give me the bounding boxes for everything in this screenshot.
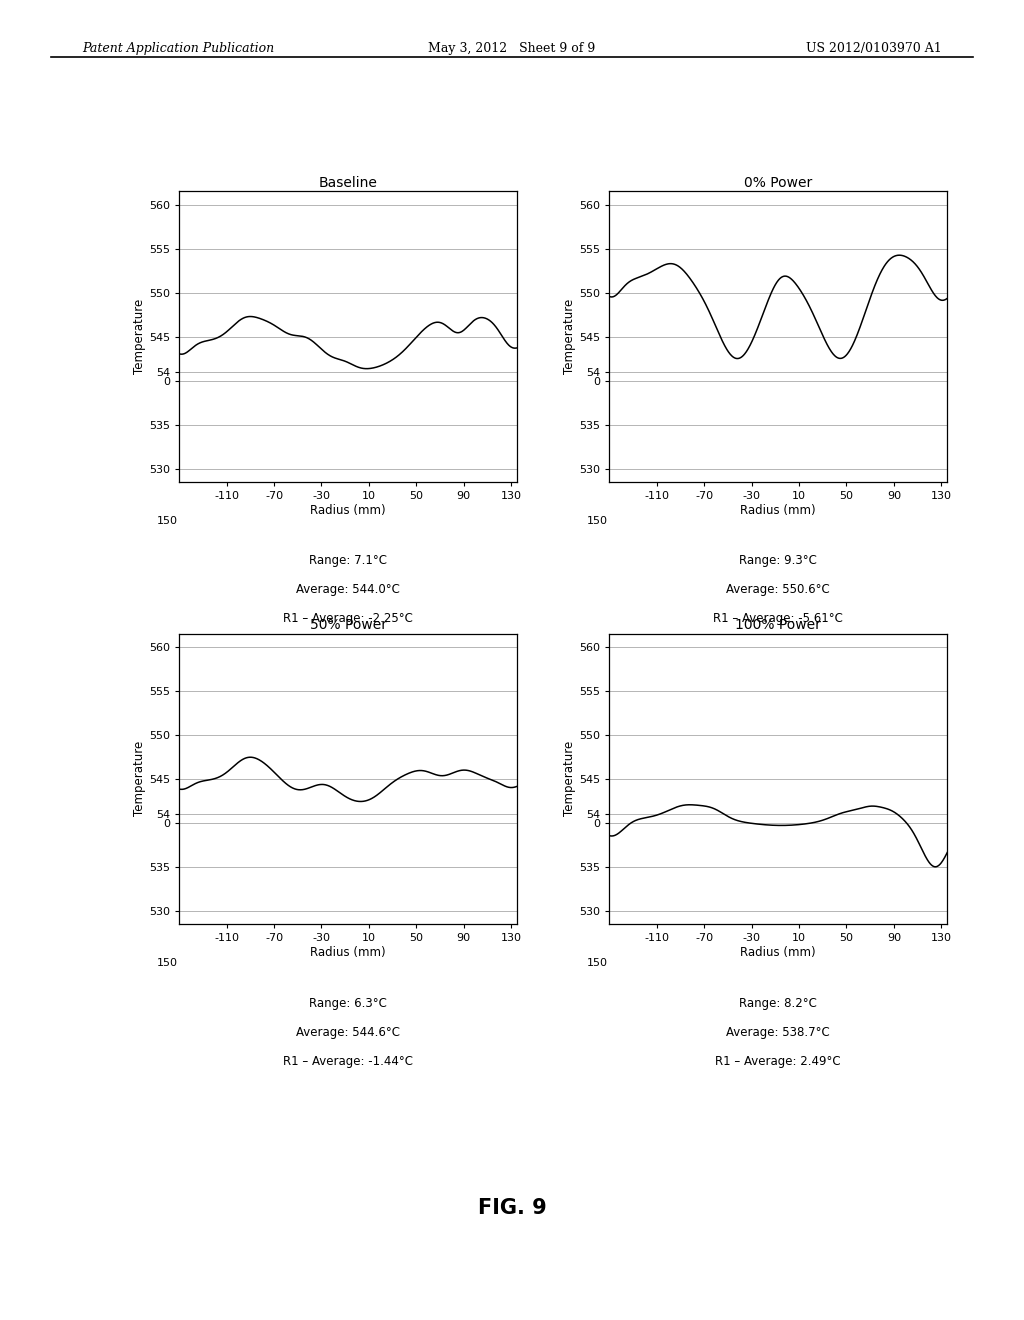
Text: Patent Application Publication: Patent Application Publication	[82, 42, 274, 55]
Text: Average: 538.7°C: Average: 538.7°C	[726, 1026, 830, 1039]
X-axis label: Radius (mm): Radius (mm)	[740, 946, 816, 958]
X-axis label: Radius (mm): Radius (mm)	[310, 946, 386, 958]
Y-axis label: Temperature: Temperature	[133, 741, 146, 817]
Text: Range: 8.2°C: Range: 8.2°C	[739, 997, 817, 1010]
X-axis label: Radius (mm): Radius (mm)	[310, 504, 386, 516]
Text: Average: 544.0°C: Average: 544.0°C	[296, 583, 400, 597]
Title: Baseline: Baseline	[318, 177, 378, 190]
Text: 150: 150	[157, 958, 177, 969]
Text: US 2012/0103970 A1: US 2012/0103970 A1	[806, 42, 942, 55]
Text: Average: 544.6°C: Average: 544.6°C	[296, 1026, 400, 1039]
Text: Range: 6.3°C: Range: 6.3°C	[309, 997, 387, 1010]
Y-axis label: Temperature: Temperature	[133, 298, 146, 375]
Text: Average: 550.6°C: Average: 550.6°C	[726, 583, 830, 597]
Title: 50% Power: 50% Power	[309, 619, 387, 632]
Text: 150: 150	[587, 958, 607, 969]
X-axis label: Radius (mm): Radius (mm)	[740, 504, 816, 516]
Text: 150: 150	[587, 516, 607, 527]
Text: 150: 150	[157, 516, 177, 527]
Y-axis label: Temperature: Temperature	[563, 298, 577, 375]
Y-axis label: Temperature: Temperature	[563, 741, 577, 817]
Text: R1 – Average: -1.44°C: R1 – Average: -1.44°C	[284, 1055, 413, 1068]
Text: R1 – Average: 2.49°C: R1 – Average: 2.49°C	[716, 1055, 841, 1068]
Text: R1 – Average: -2.25°C: R1 – Average: -2.25°C	[284, 612, 413, 626]
Text: Range: 7.1°C: Range: 7.1°C	[309, 554, 387, 568]
Title: 100% Power: 100% Power	[735, 619, 821, 632]
Text: May 3, 2012   Sheet 9 of 9: May 3, 2012 Sheet 9 of 9	[428, 42, 596, 55]
Text: FIG. 9: FIG. 9	[477, 1197, 547, 1218]
Text: R1 – Average: -5.61°C: R1 – Average: -5.61°C	[714, 612, 843, 626]
Text: Range: 9.3°C: Range: 9.3°C	[739, 554, 817, 568]
Title: 0% Power: 0% Power	[744, 177, 812, 190]
